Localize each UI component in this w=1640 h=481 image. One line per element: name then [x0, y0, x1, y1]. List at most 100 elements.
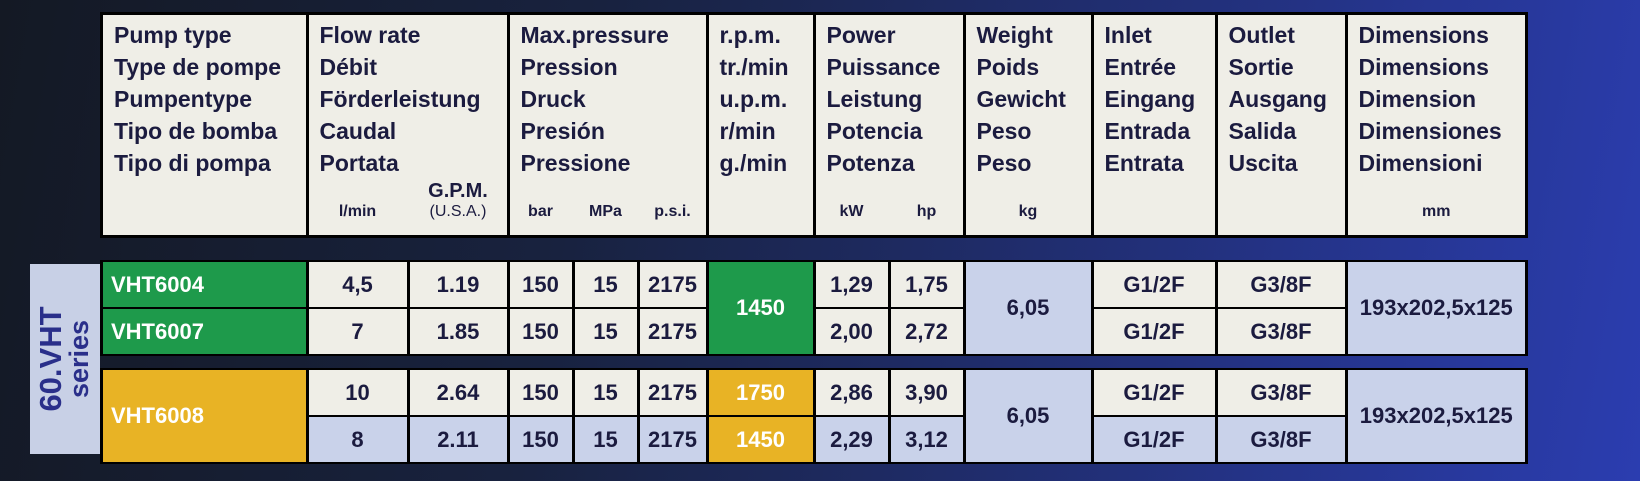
- header-line: Uscita: [1228, 150, 1298, 176]
- header-line: Power: [826, 22, 896, 48]
- table-cell: 4,5: [308, 262, 407, 307]
- merged-cell: 6,05: [965, 262, 1091, 354]
- table-cell: 2175: [639, 309, 706, 354]
- table-cell: 2,00: [815, 309, 888, 354]
- table-cell: 1,75: [890, 262, 963, 307]
- table-cell: 2,29: [815, 417, 888, 462]
- table-cell: 2175: [639, 417, 706, 462]
- table-cell: 2175: [639, 370, 706, 415]
- header-line: Dimensions: [1358, 22, 1489, 48]
- header-line: Potenza: [826, 150, 915, 176]
- series-word: series: [64, 319, 94, 399]
- header-line: Tipo di pompa: [114, 150, 271, 176]
- header-line: Poids: [976, 54, 1040, 80]
- header-line: Caudal: [319, 118, 397, 144]
- header-line: g./min: [719, 150, 788, 176]
- table-cell: 15: [574, 309, 637, 354]
- header-line: Eingang: [1104, 86, 1196, 112]
- header-line: Presión: [520, 118, 605, 144]
- table-cell: VHT6004: [103, 262, 306, 307]
- header-line: Peso: [976, 118, 1032, 144]
- header-cell: [815, 15, 963, 235]
- table-cell: G1/2F: [1093, 309, 1215, 354]
- header-line: Salida: [1228, 118, 1297, 144]
- header-line: Weight: [976, 22, 1053, 48]
- header-line: Pression: [520, 54, 618, 80]
- header-line: Débit: [319, 54, 378, 80]
- header-line: Inlet: [1104, 22, 1152, 48]
- header-line: Pressione: [520, 150, 631, 176]
- header-line: r/min: [719, 118, 776, 144]
- header-unit-note: (U.S.A.): [429, 203, 487, 220]
- table-cell: 1.19: [409, 262, 507, 307]
- series-name: 60.VHT: [33, 306, 68, 412]
- header-line: Potencia: [826, 118, 923, 144]
- header-line: Entrée: [1104, 54, 1177, 80]
- table-cell: 2,86: [815, 370, 888, 415]
- header-line: Peso: [976, 150, 1032, 176]
- table-cell: 15: [574, 370, 637, 415]
- header-line: Dimensioni: [1358, 150, 1483, 176]
- table-cell: VHT6007: [103, 309, 306, 354]
- header-line: Portata: [319, 150, 399, 176]
- header-line: Flow rate: [319, 22, 421, 48]
- table-cell: 3,90: [890, 370, 963, 415]
- table-cell: 3,12: [890, 417, 963, 462]
- header-line: Leistung: [826, 86, 923, 112]
- table-cell: 150: [509, 309, 572, 354]
- table-cell: 1450: [708, 417, 813, 462]
- header-line: u.p.m.: [719, 86, 788, 112]
- header-line: Dimensiones: [1358, 118, 1502, 144]
- header-line: Entrata: [1104, 150, 1184, 176]
- header-line: Dimension: [1358, 86, 1477, 112]
- table-cell: G1/2F: [1093, 262, 1215, 307]
- table-cell: 2.64: [409, 370, 507, 415]
- table-cell: 2.11: [409, 417, 507, 462]
- header-line: Förderleistung: [319, 86, 481, 112]
- header-cell: [708, 15, 813, 235]
- header-line: Ausgang: [1228, 86, 1327, 112]
- merged-cell: 193x202,5x125: [1347, 262, 1525, 354]
- header-line: r.p.m.: [719, 22, 781, 48]
- table-cell: 15: [574, 417, 637, 462]
- table-cell: G3/8F: [1217, 262, 1345, 307]
- header-unit: kg: [1018, 203, 1038, 220]
- header-unit: p.s.i.: [654, 203, 691, 220]
- header-unit: MPa: [589, 203, 622, 220]
- table-cell: 150: [509, 417, 572, 462]
- header-line: tr./min: [719, 54, 789, 80]
- header-unit: l/min: [338, 203, 377, 220]
- table-cell: 150: [509, 370, 572, 415]
- table-cell: 10: [308, 370, 407, 415]
- header-line: Tipo de bomba: [114, 118, 278, 144]
- header-cell: [103, 15, 306, 235]
- header-line: Pumpentype: [114, 86, 253, 112]
- table-cell: 15: [574, 262, 637, 307]
- header-unit: G.P.M.: [428, 180, 488, 202]
- table-cell: 8: [308, 417, 407, 462]
- header-line: Type de pompe: [114, 54, 281, 80]
- header-cell: [1347, 15, 1525, 235]
- header-line: Outlet: [1228, 22, 1295, 48]
- merged-cell: 193x202,5x125: [1347, 370, 1525, 462]
- header-cell: [509, 15, 706, 235]
- header-line: Gewicht: [976, 86, 1066, 112]
- table-cell: G1/2F: [1093, 417, 1215, 462]
- table-cell: G3/8F: [1217, 417, 1345, 462]
- table-cell: 2,72: [890, 309, 963, 354]
- table-cell: 150: [509, 262, 572, 307]
- merged-cell: 1450: [708, 262, 813, 354]
- table-cell: G3/8F: [1217, 370, 1345, 415]
- header-line: Dimensions: [1358, 54, 1489, 80]
- table-cell: 1.85: [409, 309, 507, 354]
- header-cell: [965, 15, 1091, 235]
- table-cell: 1,29: [815, 262, 888, 307]
- header-line: Sortie: [1228, 54, 1294, 80]
- header-unit: kW: [839, 203, 864, 220]
- header-line: Druck: [520, 86, 586, 112]
- header-cell: [1217, 15, 1345, 235]
- header-unit: hp: [916, 203, 937, 220]
